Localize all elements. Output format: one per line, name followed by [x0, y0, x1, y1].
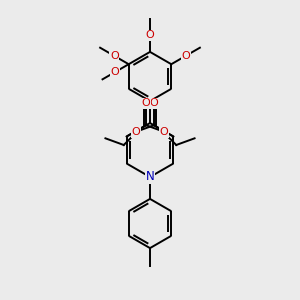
- Text: O: O: [160, 127, 168, 137]
- Text: O: O: [149, 98, 158, 108]
- Text: O: O: [132, 127, 140, 137]
- Text: O: O: [181, 51, 190, 61]
- Text: N: N: [146, 170, 154, 184]
- Text: O: O: [110, 51, 119, 61]
- Text: O: O: [146, 30, 154, 40]
- Text: O: O: [142, 98, 151, 108]
- Text: O: O: [111, 67, 120, 77]
